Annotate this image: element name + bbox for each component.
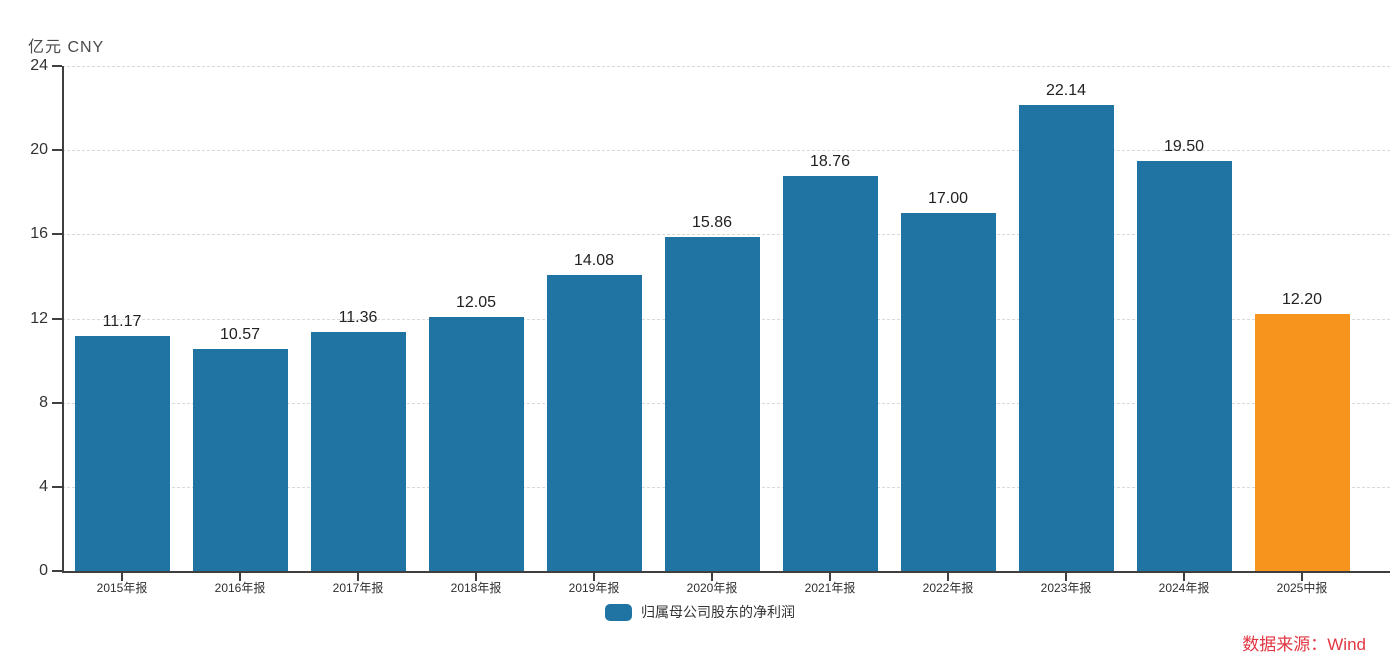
y-tick-mark-20	[52, 149, 62, 152]
bar-value-label: 18.76	[809, 153, 851, 171]
x-tick-mark	[711, 573, 713, 581]
y-tick-mark-8	[52, 401, 62, 404]
bar-value-label: 11.36	[338, 308, 378, 326]
y-tick-label-20: 20	[30, 141, 48, 159]
y-axis-unit-label: 亿元 CNY	[28, 39, 105, 56]
bar-2019年报[interactable]	[546, 274, 642, 571]
x-tick-label-2015年报: 2015年报	[96, 581, 148, 595]
bar-2016年报[interactable]	[192, 348, 288, 571]
bar-2017年报[interactable]	[310, 331, 406, 571]
bar-value-label: 10.57	[219, 325, 261, 343]
x-tick-mark	[239, 573, 241, 581]
bar-value-label: 11.17	[102, 312, 142, 330]
data-source-note: 数据来源：Wind	[1242, 635, 1366, 654]
y-axis-line	[62, 66, 64, 573]
legend-label: 归属母公司股东的净利润	[641, 604, 795, 620]
x-tick-label-2024年报: 2024年报	[1158, 581, 1210, 595]
bar-2021年报[interactable]	[782, 176, 878, 571]
y-tick-mark-16	[52, 233, 62, 236]
x-tick-mark	[829, 573, 831, 581]
x-axis-line	[62, 571, 1390, 573]
bar-2025中报[interactable]	[1254, 314, 1350, 571]
gridline-20	[62, 150, 1390, 152]
x-tick-label-2016年报: 2016年报	[214, 581, 266, 595]
gridline-16	[62, 234, 1390, 236]
x-tick-label-2019年报: 2019年报	[568, 581, 620, 595]
bar-2018年报[interactable]	[428, 317, 524, 571]
legend[interactable]: 归属母公司股东的净利润	[0, 602, 1400, 622]
x-tick-mark	[357, 573, 359, 581]
bar-value-label: 12.20	[1281, 291, 1323, 309]
y-tick-label-4: 4	[39, 477, 48, 495]
bar-value-label: 17.00	[927, 190, 969, 208]
y-tick-label-8: 8	[39, 393, 48, 411]
x-tick-mark	[593, 573, 595, 581]
x-tick-mark	[1301, 573, 1303, 581]
bar-value-label: 22.14	[1045, 82, 1087, 100]
y-tick-label-16: 16	[30, 225, 48, 243]
y-tick-label-12: 12	[30, 309, 48, 327]
x-tick-mark	[1183, 573, 1185, 581]
legend-swatch-icon	[605, 603, 632, 621]
y-tick-mark-24	[52, 65, 62, 67]
y-tick-label-0: 0	[39, 562, 48, 579]
x-tick-label-2017年报: 2017年报	[332, 581, 384, 595]
bar-value-label: 19.50	[1163, 137, 1205, 155]
x-tick-label-2018年报: 2018年报	[450, 581, 502, 595]
y-tick-label-24: 24	[30, 57, 48, 74]
bar-2022年报[interactable]	[900, 213, 996, 571]
x-tick-label-2020年报: 2020年报	[686, 581, 738, 595]
bar-2015年报[interactable]	[74, 335, 170, 571]
x-tick-mark	[121, 573, 123, 581]
x-tick-mark	[1065, 573, 1067, 581]
x-tick-mark	[947, 573, 949, 581]
gridline-24	[62, 66, 1390, 67]
x-tick-label-2022年报: 2022年报	[922, 581, 974, 595]
x-tick-mark	[475, 573, 477, 581]
y-tick-mark-4	[52, 485, 62, 488]
bar-2024年报[interactable]	[1136, 160, 1232, 571]
y-tick-mark-0	[52, 570, 62, 572]
bar-2020年报[interactable]	[664, 237, 760, 571]
x-tick-label-2025中报: 2025中报	[1276, 581, 1328, 595]
bar-value-label: 12.05	[455, 294, 497, 312]
x-tick-label-2021年报: 2021年报	[804, 581, 856, 595]
x-tick-label-2023年报: 2023年报	[1040, 581, 1092, 595]
bar-2023年报[interactable]	[1018, 105, 1114, 571]
y-tick-mark-12	[52, 317, 62, 320]
bar-value-label: 15.86	[691, 214, 733, 232]
bar-value-label: 14.08	[573, 251, 615, 269]
